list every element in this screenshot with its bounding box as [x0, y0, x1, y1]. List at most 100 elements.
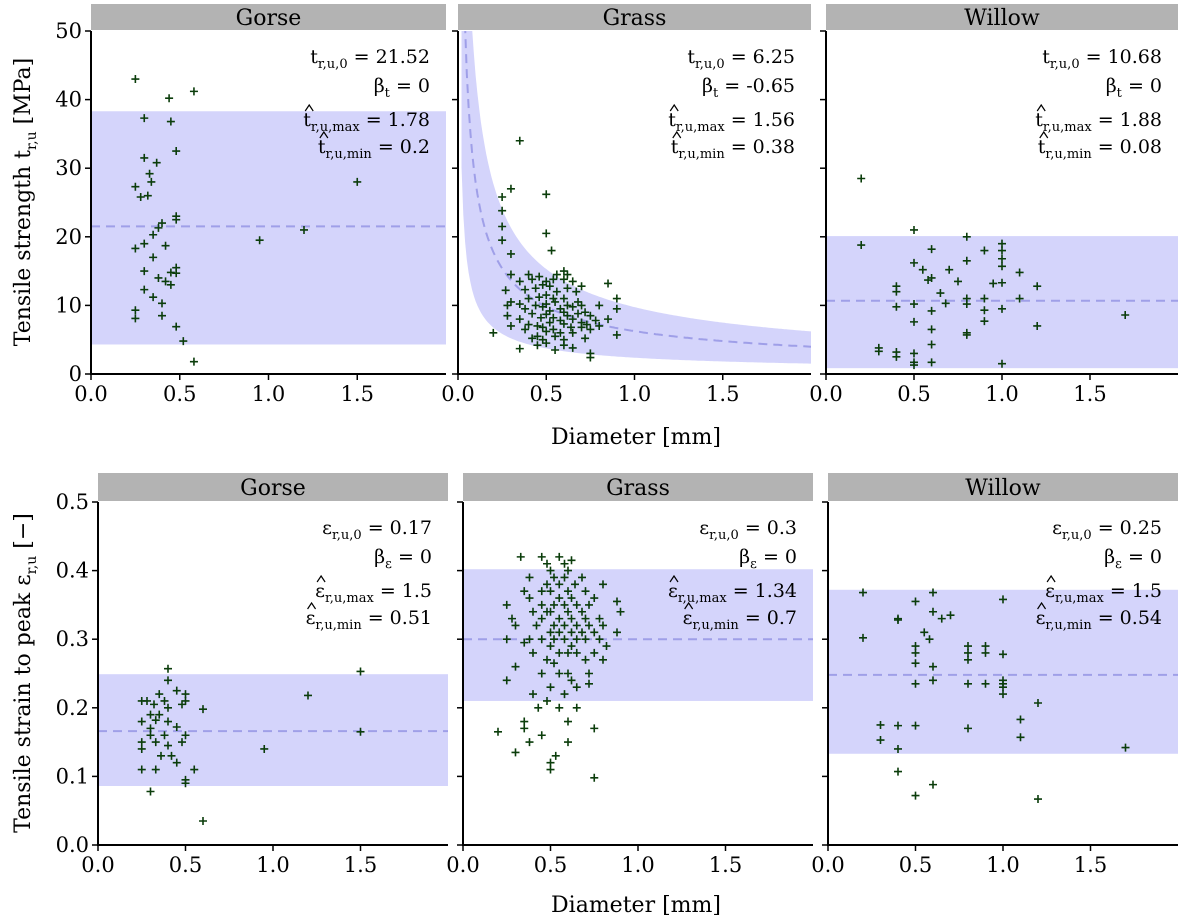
panel-strain-grass-point-26 — [537, 635, 546, 644]
panel-strain-gorse-point-38 — [260, 744, 269, 753]
panel-strength-grass-point-21 — [524, 270, 533, 279]
panel-strain-grass-point-83 — [578, 607, 586, 616]
panel-strength-grass-point-83 — [577, 282, 586, 291]
panel-strength-gorse-point-18 — [154, 223, 163, 232]
panel-strength-willow-point-43 — [998, 278, 1006, 287]
panel-strain-willow-annotation-1-subscript: ε — [1115, 557, 1122, 572]
panel-strength-grass-point-87 — [581, 308, 590, 317]
y-axis-title-strength: Tensile strength tr,u [MPa] — [11, 58, 40, 347]
panel-strain-gorse-annotation-0-subscript: r,u,0 — [332, 528, 362, 543]
panel-strength-willow-strip — [826, 4, 1178, 30]
panel-strength-willow-point-42 — [998, 262, 1006, 271]
panel-strength-gorse-x-tick-label-1: 0.5 — [163, 382, 196, 406]
panel-strength-gorse-point-39 — [300, 225, 308, 234]
panel-strength-grass-point-9 — [506, 249, 515, 258]
panel-strain-grass-point-7 — [511, 748, 520, 757]
panel-strain-willow-point-30 — [981, 642, 990, 651]
y-axis-title-strain-sub: r,u — [24, 556, 40, 575]
panel-strain-gorse-plot-area — [98, 664, 448, 825]
panel-strength-grass-point-20 — [521, 325, 530, 334]
panel-strain-grass-point-2 — [502, 635, 511, 644]
panel-strain-grass-point-97 — [590, 773, 599, 782]
panel-strength-grass-point-90 — [586, 311, 595, 320]
panel-strength-grass-point-49 — [545, 318, 554, 327]
panel-strain-grass-point-21 — [534, 703, 543, 712]
panel-strength-grass-point-67 — [559, 319, 568, 328]
panel-strain-grass-point-75 — [571, 580, 579, 589]
panel-strength-grass-point-46 — [542, 339, 551, 348]
panel-strain-willow-point-6 — [894, 721, 902, 730]
panel-strength-gorse-point-3 — [131, 306, 140, 315]
panel-strain-grass-point-0 — [494, 727, 502, 736]
panel-strain-grass-annotation-2-value: = 1.34 — [727, 580, 797, 602]
panel-strain-gorse-strip-label: Gorse — [240, 476, 306, 501]
panel-strength-gorse-point-5 — [136, 193, 145, 202]
panel-strength-gorse-annotation-3-value: = 0.2 — [372, 136, 430, 158]
panel-strain-willow-annotation-3-subscript: r,u,min — [1045, 618, 1092, 633]
panel-strain-gorse-annotation-1-symbol: β — [374, 546, 385, 568]
panel-strain-grass-annotation-1-symbol: β — [739, 546, 750, 568]
panel-strain-willow-point-17 — [925, 635, 934, 644]
x-axis-title-bottom: Diameter [mm] — [551, 893, 721, 918]
panel-strength-gorse-band — [91, 111, 446, 345]
panel-strength-gorse-point-35 — [179, 337, 188, 346]
panel-strength-gorse-point-21 — [158, 311, 166, 320]
panel-strain-grass-annotation-2-symbol: ε — [668, 580, 678, 602]
panel-strength-willow-point-37 — [980, 317, 989, 326]
panel-strain-grass-point-19 — [529, 690, 537, 699]
panel-strain-gorse-annotation-3-symbol: ε — [306, 607, 316, 629]
panel-strength-willow-x-tick-label-3: 1.5 — [1073, 382, 1106, 406]
panel-strength-willow-annotation-1-value: = 0 — [1122, 75, 1162, 97]
panel-strain-gorse-point-26 — [172, 723, 181, 732]
panel-strain-gorse-annotation-1-value: = 0 — [392, 546, 432, 568]
panel-strain-grass-point-13 — [525, 573, 534, 582]
panel-strength-grass-point-43 — [542, 300, 551, 309]
panel-strain-gorse-annotation-2-symbol: ε — [315, 580, 325, 602]
panel-strength-grass-point-86 — [577, 323, 586, 332]
panel-strain-grass-strip-label: Grass — [606, 476, 670, 501]
panel-strain-willow-annotation-2: εr,u,max = 1.5 — [1045, 580, 1162, 606]
panel-strain-willow-point-15 — [911, 791, 920, 800]
panel-strength-willow-point-31 — [962, 300, 971, 309]
panel-strain-gorse-point-8 — [146, 731, 155, 740]
panel-strain-gorse-point-4 — [137, 765, 146, 774]
panel-strength-willow-point-18 — [927, 245, 936, 254]
panel-strength-gorse-y-tick-label-0: 0 — [69, 362, 82, 386]
panel-strain-grass-point-60 — [560, 635, 569, 644]
panel-strength-grass-point-15 — [515, 300, 524, 309]
panel-strength-grass-x-tick-label-1: 0.5 — [530, 382, 563, 406]
panel-strength-willow-annotation-2-subscript: r,u,max — [1043, 120, 1093, 135]
panel-strain-gorse-annotation-3-hat — [307, 601, 317, 610]
panel-strength-grass-point-17 — [515, 344, 524, 353]
panel-strain-grass-point-55 — [555, 703, 564, 712]
panel-strain-gorse-point-9 — [146, 787, 155, 796]
panel-strain-gorse-y-tick-label-1: 0.1 — [56, 764, 89, 788]
panel-strain-willow-point-41 — [1034, 698, 1042, 707]
panel-strength-gorse-annotation-0-value: = 21.52 — [348, 46, 430, 68]
panel-strain-grass-point-17 — [529, 607, 537, 616]
panel-strength-grass-point-11 — [506, 297, 515, 306]
panel-strength-grass-strip-label: Grass — [603, 6, 667, 31]
panel-strength-grass-point-51 — [549, 275, 558, 284]
panel-strain-gorse-point-24 — [167, 751, 176, 760]
panel-strength-grass-point-16 — [515, 315, 524, 324]
panel-strength-willow-point-24 — [936, 289, 945, 298]
panel-strain-willow-point-24 — [946, 611, 955, 620]
panel-strain-gorse-point-18 — [160, 731, 169, 740]
panel-strength-grass-point-26 — [528, 334, 537, 343]
panel-strength-grass-point-50 — [547, 246, 556, 255]
panel-strain-gorse-point-7 — [146, 724, 155, 733]
panel-strength-grass-annotation-3-subscript: r,u,min — [678, 147, 725, 162]
panel-strength-grass-x-tick-label-3: 1.5 — [706, 382, 739, 406]
panel-strength-grass-point-28 — [531, 301, 540, 310]
panel-strain-willow-annotation-1-value: = 0 — [1122, 546, 1162, 568]
panel-strength-willow-annotation-0-value: = 10.68 — [1080, 46, 1162, 68]
panel-strain-willow-point-26 — [964, 648, 972, 657]
panel-strain-gorse-x-tick-label-3: 1.5 — [344, 853, 377, 877]
panel-strain-gorse-x-tick-label-2: 1.0 — [256, 853, 289, 877]
panel-strength-gorse-point-13 — [147, 177, 156, 186]
panel-strength-gorse-annotation-0: tr,u,0 = 21.52 — [310, 46, 430, 72]
